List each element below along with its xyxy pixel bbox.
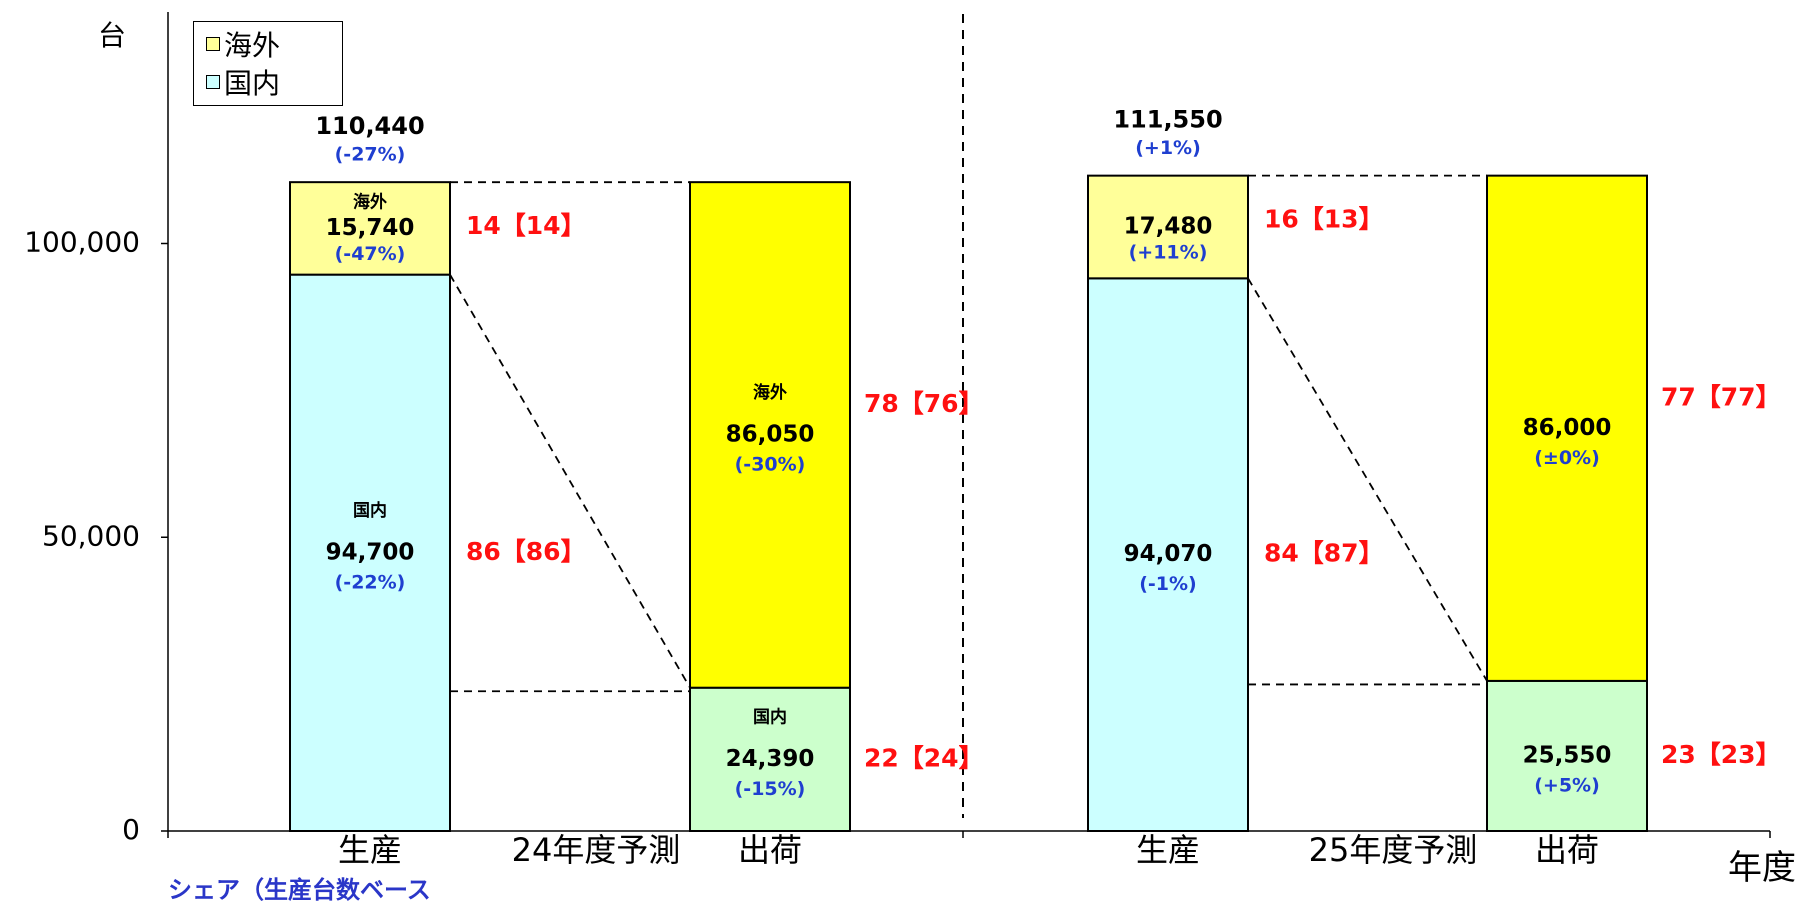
bar-shipment-overseas (1486, 174, 1648, 682)
segment-change-label: (±0%) (1534, 447, 1600, 469)
legend-entry-domestic: 国内 (206, 64, 280, 100)
segment-value-label: 15,740 (326, 215, 415, 241)
connector-domestic-diagonal (449, 274, 691, 689)
segment-value-label: 94,700 (326, 539, 415, 565)
group-label: 25年度予測 (1309, 831, 1478, 869)
segment-change-label: (+5%) (1534, 774, 1600, 796)
segment-share-label: 78【76】 (864, 389, 984, 418)
segment-name-label: 国内 (353, 500, 387, 521)
group-label: 24年度予測 (512, 831, 681, 869)
y-axis-unit: 台 (98, 19, 127, 52)
bar-total-label: 111,550 (1113, 106, 1222, 134)
bar-shipment-domestic (1486, 679, 1648, 832)
y-tick-label: 100,000 (24, 226, 140, 259)
bar-total-change-label: (+1%) (1135, 137, 1201, 159)
legend-entry-overseas: 海外 (206, 26, 280, 62)
segment-value-label: 86,000 (1523, 415, 1612, 441)
category-label-production: 生産 (338, 831, 402, 869)
segment-name-label: 国内 (753, 706, 787, 727)
bar-shipment-domestic (689, 686, 851, 832)
x-axis-unit: 年度 (1728, 848, 1796, 888)
bar-shipment-overseas (689, 181, 851, 689)
bar-production-overseas (1087, 174, 1249, 280)
segment-share-label: 23【23】 (1661, 740, 1781, 769)
bar-total-change-label: (-27%) (335, 144, 406, 166)
category-label-shipment: 出荷 (738, 831, 802, 869)
stacked-bar-chart: 0 50,000 100,000 24年度予測 生産 国内 94,700 (-22%) 86【8… (24, 12, 1781, 869)
segment-share-label: 86【86】 (466, 537, 586, 566)
category-label-production: 生産 (1136, 831, 1200, 869)
segment-share-label: 84【87】 (1264, 539, 1384, 568)
segment-share-label: 14【14】 (466, 211, 586, 240)
segment-value-label: 17,480 (1124, 213, 1213, 239)
legend: 海外 国内 (193, 21, 343, 106)
segment-change-label: (-1%) (1139, 573, 1197, 595)
segment-change-label: (-30%) (735, 453, 806, 475)
segment-value-label: 25,550 (1523, 742, 1612, 768)
bar-production-overseas (289, 181, 451, 276)
segment-name-label: 海外 (753, 382, 787, 403)
segment-value-label: 86,050 (726, 421, 815, 447)
y-tick-label: 50,000 (42, 519, 140, 552)
segment-value-label: 24,390 (726, 746, 815, 772)
segment-name-label: 海外 (353, 191, 387, 212)
connector-domestic-diagonal (1247, 277, 1488, 682)
bar-total-label: 110,440 (315, 112, 424, 140)
segment-share-label: 16【13】 (1264, 205, 1384, 234)
bar-production-domestic (1087, 277, 1249, 832)
cutoff-footnote: シェア（生産台数ベース (168, 876, 431, 904)
segment-share-label: 22【24】 (864, 743, 984, 772)
segment-share-label: 77【77】 (1661, 382, 1781, 411)
segment-change-label: (-22%) (335, 571, 406, 593)
segment-value-label: 94,070 (1124, 541, 1213, 567)
segment-change-label: (-15%) (735, 778, 806, 800)
segment-change-label: (+11%) (1129, 241, 1208, 263)
segment-change-label: (-47%) (335, 243, 406, 265)
legend-label-overseas: 海外 (224, 29, 281, 62)
legend-swatch-domestic (206, 75, 220, 89)
legend-swatch-overseas (206, 37, 220, 51)
legend-label-domestic: 国内 (224, 67, 281, 100)
y-tick-label: 0 (122, 813, 140, 846)
category-label-shipment: 出荷 (1535, 831, 1599, 869)
